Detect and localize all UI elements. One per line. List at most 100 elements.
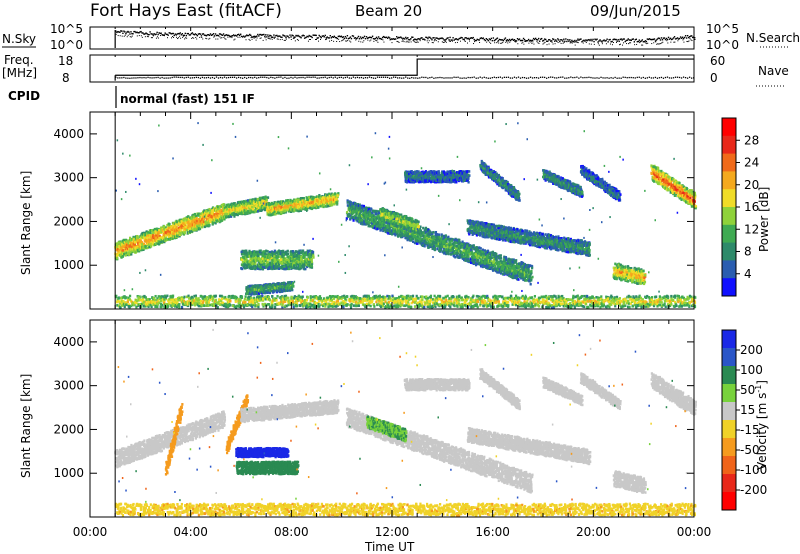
nave-point (602, 77, 603, 78)
nsky-point (119, 32, 120, 33)
nsky-point (634, 41, 635, 42)
nsearch-point (358, 41, 359, 42)
nsky-point (664, 37, 665, 38)
nsearch-point (261, 37, 262, 38)
nave-point (604, 77, 605, 78)
nsearch-point (131, 37, 132, 38)
nsearch-point (156, 38, 157, 39)
nave-point (272, 77, 273, 78)
nsky-point (268, 36, 269, 37)
nave-point (472, 77, 473, 78)
nave-point (125, 77, 126, 78)
nave-point (532, 77, 533, 78)
nsearch-point (151, 37, 152, 38)
nsky-point (442, 38, 443, 39)
beam-label: Beam 20 (355, 2, 422, 20)
nsky-point (155, 33, 156, 34)
nsky-point (222, 35, 223, 36)
nsearch-point (284, 40, 285, 41)
nave-point (298, 77, 299, 78)
nsky-point (449, 37, 450, 38)
nave-point (188, 77, 189, 78)
nsky-point (554, 41, 555, 42)
nsky-point (250, 35, 251, 36)
nave-point (381, 77, 382, 78)
nsearch-point (196, 38, 197, 39)
nsky-point (516, 40, 517, 41)
nsearch-point (333, 41, 334, 42)
nave-point (282, 78, 283, 79)
nave-point (614, 77, 615, 78)
nsearch-point (257, 37, 258, 38)
nave-point (194, 77, 195, 78)
nsearch-point (628, 43, 629, 44)
nave-point (131, 77, 132, 78)
nsearch-point (177, 38, 178, 39)
nsky-point (284, 35, 285, 36)
nsearch-point (500, 43, 501, 44)
nave-point (616, 78, 617, 79)
nsky-point (611, 41, 612, 42)
nsearch-point (220, 38, 221, 39)
nsky-point (210, 33, 211, 34)
nsky-tick-top: 10^5 (50, 22, 83, 36)
nave-point (168, 77, 169, 78)
nave-point (186, 77, 187, 78)
nave-point (417, 78, 418, 79)
power-echo-cell (122, 255, 124, 258)
nsearch-point (689, 38, 690, 39)
nave-point (214, 78, 215, 79)
nsearch-point (295, 40, 296, 41)
nsky-point (281, 37, 282, 38)
nsky-point (492, 40, 493, 41)
nave-point (294, 77, 295, 78)
power-echo-cell (116, 257, 118, 260)
nave-point (232, 77, 233, 78)
nsearch-point (642, 45, 643, 46)
nave-point (445, 77, 446, 78)
nave-point (534, 77, 535, 78)
nsky-point (605, 40, 606, 41)
nsearch-point (465, 41, 466, 42)
nsky-point (549, 39, 550, 40)
nave-point (262, 77, 263, 78)
freq-label-line2: [MHz] (2, 66, 37, 80)
nsearch-point (336, 41, 337, 42)
nsearch-point (449, 41, 450, 42)
nsky-point (372, 36, 373, 37)
nsearch-point (545, 42, 546, 43)
nsky-point (157, 34, 158, 35)
nave-point (453, 77, 454, 78)
nave-point (653, 77, 654, 78)
nave-point (669, 77, 670, 78)
nave-point (337, 77, 338, 78)
nsearch-point (263, 40, 264, 41)
nsky-point (568, 41, 569, 42)
nave-point (641, 77, 642, 78)
nsearch-point (658, 44, 659, 45)
nsearch-point (599, 45, 600, 46)
nave-point (681, 77, 682, 78)
nave-point (546, 78, 547, 79)
nsearch-point (208, 39, 209, 40)
nave-point (264, 77, 265, 78)
nave-point (441, 77, 442, 78)
nsearch-point (173, 37, 174, 38)
nsky-point (463, 39, 464, 40)
nsky-point (617, 39, 618, 40)
nsky-point (638, 41, 639, 42)
nsky-point (624, 38, 625, 39)
nsky-point (639, 39, 640, 40)
nave-point (415, 77, 416, 78)
nave-point (608, 78, 609, 79)
nave-point (300, 77, 301, 78)
nave-point (528, 77, 529, 78)
nsearch-point (558, 42, 559, 43)
nave-point (143, 77, 144, 78)
nave-point (196, 77, 197, 78)
nsky-point (121, 30, 122, 31)
nave-point (397, 77, 398, 78)
nsearch-point (184, 38, 185, 39)
nsearch-point (505, 42, 506, 43)
nsky-point (601, 41, 602, 42)
